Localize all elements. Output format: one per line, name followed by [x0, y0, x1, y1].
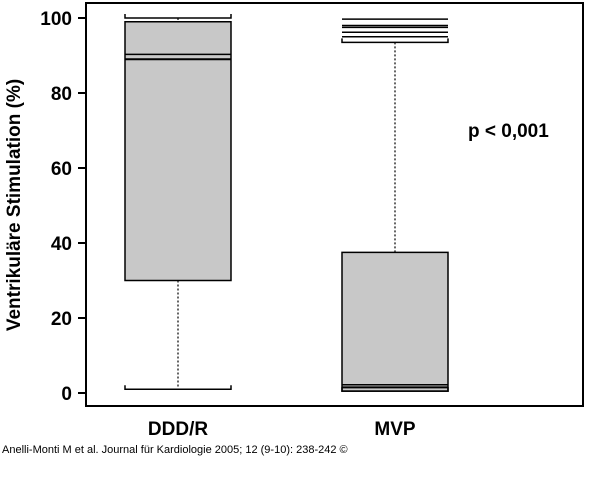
box-group: [124, 14, 232, 390]
citation: Anelli-Monti M et al. Journal für Kardio…: [2, 444, 348, 456]
whisker-cap-high: [341, 38, 449, 44]
whisker-cap-low: [341, 387, 449, 392]
iqr-box: [124, 21, 232, 282]
y-tick-label: 60: [51, 159, 72, 180]
plot-area-frame: [85, 2, 584, 407]
whisker-cap-low: [124, 385, 232, 390]
y-tick-label: 100: [40, 9, 72, 30]
figure: 0 20 40 60 80 100 Ventrikuläre Stimulation (%…: [4, 2, 584, 440]
y-tick-label: 0: [61, 384, 72, 405]
y-tick-label: 20: [51, 309, 72, 330]
y-tick-label: 80: [51, 84, 72, 105]
box-group: [341, 18, 449, 392]
whisker-cap-high: [124, 14, 232, 19]
y-tick-label: 40: [51, 234, 72, 255]
y-axis-label: Ventrikuläre Stimulation (%): [4, 79, 25, 331]
box-plot-chart: 0 20 40 60 80 100 Ventrikuläre Stimulation (%…: [4, 2, 584, 440]
x-axis: DDD/R MVP: [148, 419, 416, 440]
y-axis: 0 20 40 60 80 100: [40, 9, 86, 405]
x-tick-label: MVP: [374, 419, 416, 440]
x-tick-label: DDD/R: [148, 419, 208, 440]
iqr-box: [341, 251, 449, 392]
p-value-annotation: p < 0,001: [468, 121, 549, 142]
boxes: [124, 14, 449, 392]
